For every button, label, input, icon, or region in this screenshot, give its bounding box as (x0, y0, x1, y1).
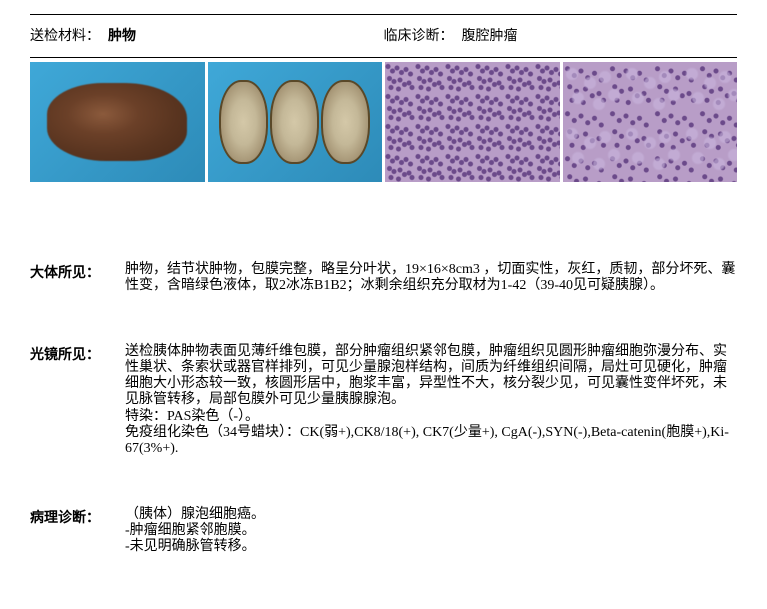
header-left: 送检材料： 肿物 (30, 25, 384, 45)
specimen-photo-gross-1 (30, 62, 205, 182)
pathology-diagnosis-text: （胰体）腺泡细胞癌。 -肿瘤细胞紧邻胞膜。 -未见明确脉管转移。 (125, 507, 737, 555)
pathology-diagnosis-label: 病理诊断： (30, 507, 125, 527)
microscopic-findings-label: 光镜所见： (30, 344, 125, 364)
gross-findings-section: 大体所见： 肿物，结节状肿物，包膜完整，略呈分叶状，19×16×8cm3 ，切面… (30, 262, 737, 294)
divider-top (30, 14, 737, 15)
gross-findings-text: 肿物，结节状肿物，包膜完整，略呈分叶状，19×16×8cm3 ，切面实性，灰红，… (125, 262, 737, 294)
gross-findings-label: 大体所见： (30, 262, 125, 282)
clinical-value: 腹腔肿瘤 (462, 25, 518, 45)
images-row (30, 62, 737, 182)
microscopic-findings-text: 送检胰体肿物表面见薄纤维包膜，部分肿瘤组织紧邻包膜，肿瘤组织见圆形肿瘤细胞弥漫分… (125, 344, 737, 457)
microscopic-findings-section: 光镜所见： 送检胰体肿物表面见薄纤维包膜，部分肿瘤组织紧邻包膜，肿瘤组织见圆形肿… (30, 344, 737, 457)
material-label: 送检材料： (30, 25, 100, 45)
pathology-diagnosis-section: 病理诊断： （胰体）腺泡细胞癌。 -肿瘤细胞紧邻胞膜。 -未见明确脉管转移。 (30, 507, 737, 555)
clinical-label: 临床诊断： (384, 25, 454, 45)
header-row: 送检材料： 肿物 临床诊断： 腹腔肿瘤 (30, 19, 737, 53)
micrograph-low-power (385, 62, 560, 182)
header-right: 临床诊断： 腹腔肿瘤 (384, 25, 738, 45)
slice-shape (219, 80, 268, 164)
slice-shape (321, 80, 370, 164)
material-value: 肿物 (108, 25, 136, 45)
slice-shape (270, 80, 319, 164)
divider-mid (30, 57, 737, 58)
micrograph-high-power (563, 62, 738, 182)
specimen-photo-gross-2 (208, 62, 383, 182)
